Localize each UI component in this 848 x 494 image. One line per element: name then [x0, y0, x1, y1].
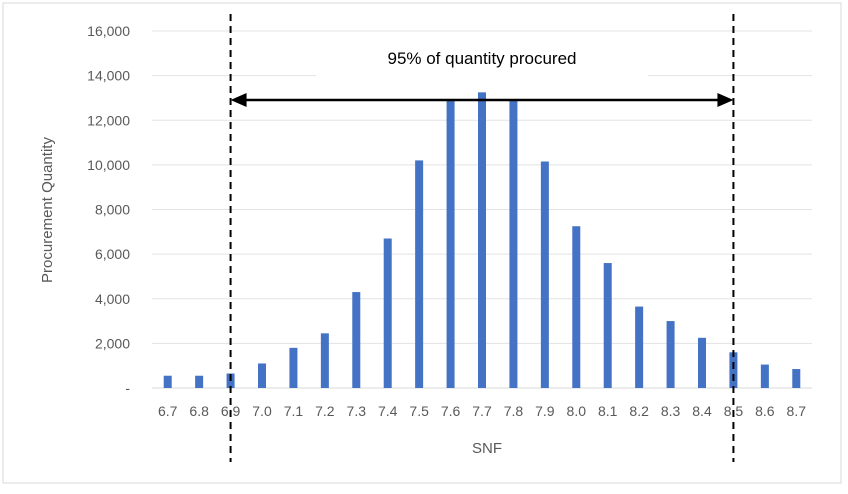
y-tick-label: 6,000: [95, 246, 130, 262]
arrow-right-icon: [717, 93, 734, 107]
bar: [572, 226, 581, 388]
y-tick-label: 2,000: [95, 335, 130, 351]
bar: [163, 375, 172, 388]
annotation-label: 95% of quantity procured: [387, 49, 576, 68]
x-tick-label: 7.6: [441, 403, 461, 419]
bar: [320, 333, 329, 388]
bar: [729, 352, 738, 388]
x-tick-label: 7.0: [252, 403, 272, 419]
bar: [446, 99, 455, 388]
y-tick-label: 4,000: [95, 291, 130, 307]
bar: [289, 347, 298, 388]
x-tick-label: 7.4: [378, 403, 398, 419]
bar: [383, 238, 392, 388]
bar: [792, 369, 801, 388]
x-tick-label: 8.6: [755, 403, 775, 419]
x-axis-label: SNF: [472, 440, 502, 457]
bar: [603, 263, 612, 388]
bar: [195, 375, 204, 388]
x-tick-label: 7.9: [535, 403, 555, 419]
x-tick-label: 8.7: [787, 403, 807, 419]
bar: [509, 99, 518, 388]
x-tick-label: 7.7: [472, 403, 492, 419]
x-tick-label: 6.8: [189, 403, 209, 419]
arrow-left-icon: [230, 93, 247, 107]
y-tick-label: 14,000: [87, 68, 130, 84]
bar: [635, 306, 644, 388]
x-tick-label: 8.1: [598, 403, 618, 419]
x-tick-label: 7.2: [315, 403, 335, 419]
x-tick-label: 7.1: [284, 403, 304, 419]
x-tick-label: 8.3: [661, 403, 681, 419]
y-tick-label: 16,000: [87, 23, 130, 39]
y-axis-label: Procurement Quantity: [39, 137, 56, 283]
bar: [760, 364, 769, 388]
bar: [540, 161, 549, 388]
y-tick-label: 10,000: [87, 157, 130, 173]
x-tick-label: 6.7: [158, 403, 178, 419]
bar: [666, 321, 675, 388]
x-tick-label: 8.0: [567, 403, 587, 419]
x-tick-label: 7.5: [409, 403, 429, 419]
x-tick-label: 7.3: [347, 403, 367, 419]
x-tick-label: 7.8: [504, 403, 524, 419]
y-tick-label: 8,000: [95, 202, 130, 218]
x-tick-label: 8.4: [692, 403, 712, 419]
annotation-box: [316, 34, 648, 84]
bar: [415, 160, 424, 388]
y-tick-label: -: [125, 380, 130, 396]
x-tick-label: 8.2: [629, 403, 649, 419]
y-tick-label: 12,000: [87, 112, 130, 128]
bar: [258, 363, 266, 388]
bar: [698, 337, 706, 388]
bar: [478, 92, 486, 388]
bar: [352, 292, 361, 388]
